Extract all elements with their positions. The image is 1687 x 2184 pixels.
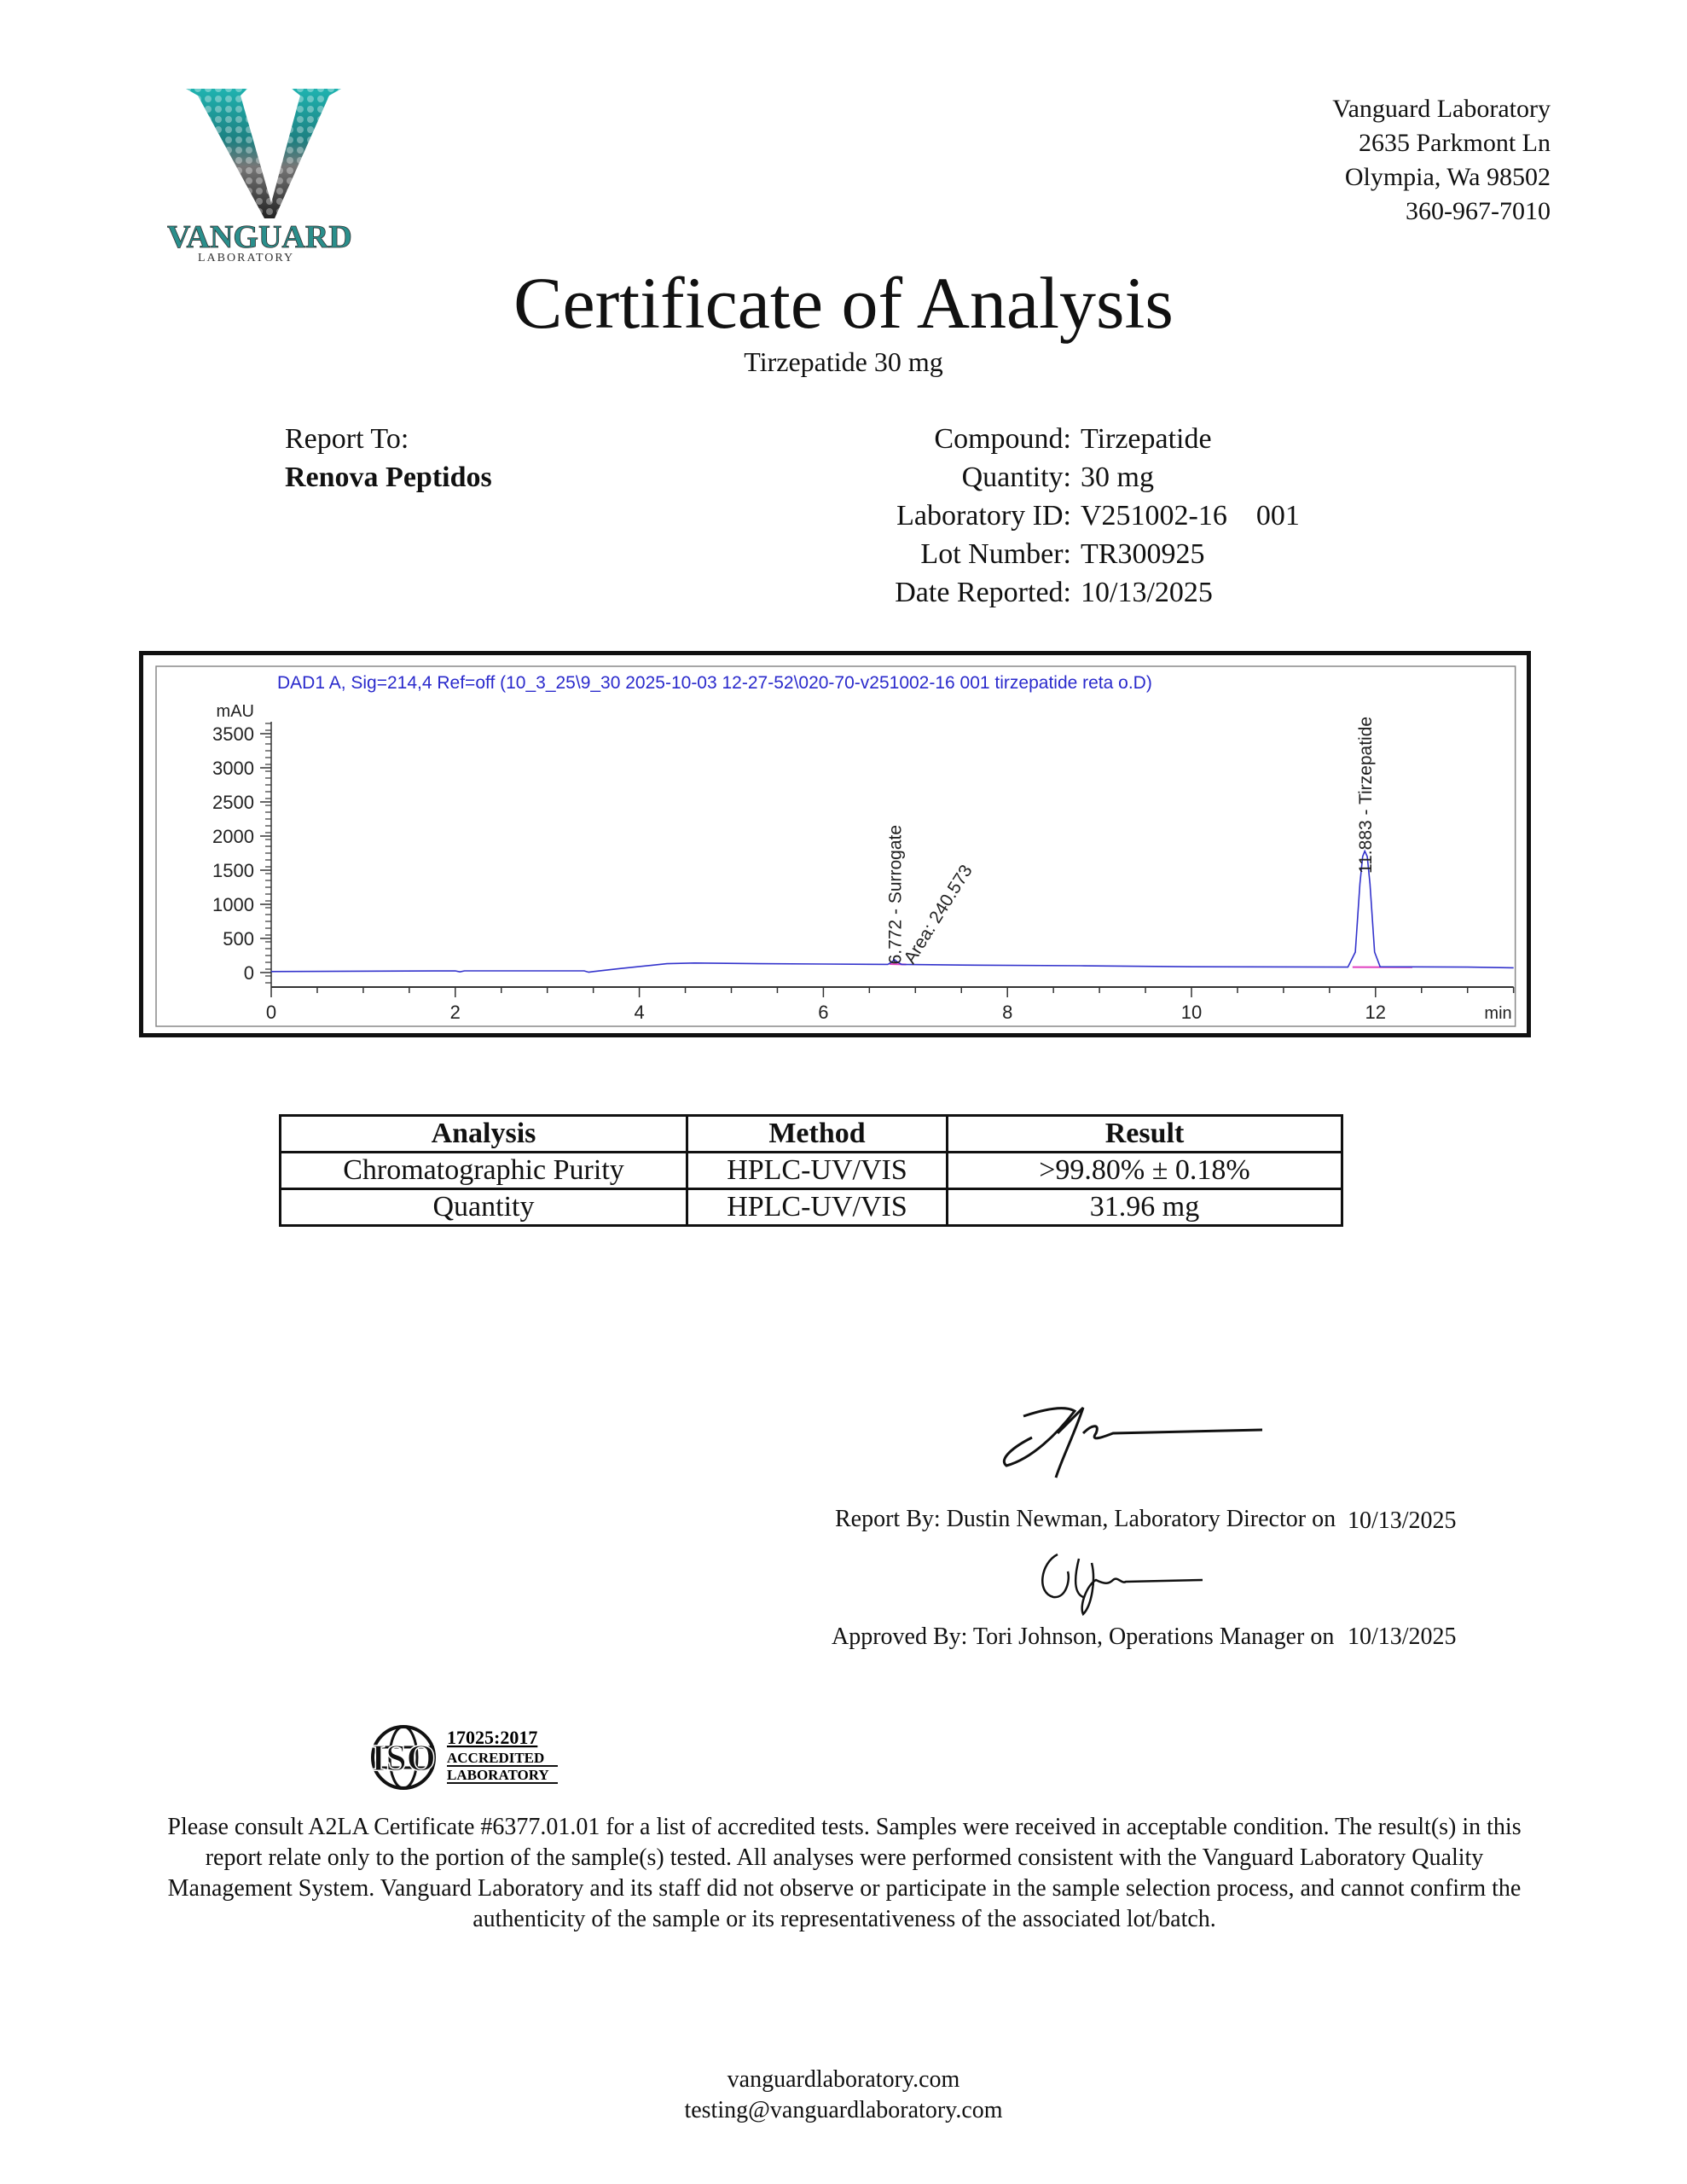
iso-line2: LABORATORY [447, 1767, 549, 1783]
client-name: Renova Peptidos [285, 462, 492, 493]
lab-street: 2635 Parkmont Ln [1359, 129, 1551, 157]
cell-result: >99.80% ± 0.18% [946, 1151, 1343, 1190]
lab-address: Vanguard Laboratory 2635 Parkmont Ln Oly… [1332, 92, 1551, 229]
cell-result: 31.96 mg [946, 1188, 1343, 1227]
report-by-text: Report By: Dustin Newman, Laboratory Dir… [835, 1506, 1336, 1532]
cell-method: HPLC-UV/VIS [686, 1151, 948, 1190]
report-to-label: Report To: [285, 423, 409, 455]
peak-label-surrogate: 6.772 - Surrogate [886, 825, 906, 964]
field-label-compound: Compound: [934, 423, 1071, 455]
field-label-quantity: Quantity: [961, 462, 1071, 493]
y-tick-label: 2000 [212, 826, 254, 847]
lab-phone: 360-967-7010 [1406, 197, 1551, 225]
y-axis-label: mAU [217, 702, 254, 721]
header-analysis: Analysis [279, 1114, 688, 1153]
approved-by-text: Approved By: Tori Johnson, Operations Ma… [832, 1623, 1335, 1650]
field-value-lab-id: V251002-16 001 [1081, 500, 1300, 531]
x-tick-label: 10 [1181, 1002, 1202, 1023]
x-tick-label: 2 [450, 1002, 461, 1023]
field-label-date: Date Reported: [895, 577, 1071, 608]
results-table: Analysis Method Result Chromatographic P… [279, 1114, 1343, 1227]
y-tick-label: 3500 [212, 723, 254, 745]
x-tick-label: 6 [818, 1002, 828, 1023]
vanguard-logo: VANGUARD LABORATORY [167, 89, 352, 263]
field-value-date: 10/13/2025 [1081, 577, 1213, 608]
y-tick-label: 0 [244, 962, 254, 984]
y-tick-label: 1000 [212, 894, 254, 915]
header-method: Method [686, 1114, 948, 1153]
report-by-date: 10/13/2025 [1348, 1507, 1457, 1534]
logo-name: VANGUARD [167, 219, 352, 255]
field-value-compound: Tirzepatide [1081, 423, 1212, 455]
cell-method: HPLC-UV/VIS [686, 1188, 948, 1227]
table-header-row: Analysis Method Result [279, 1114, 1343, 1153]
y-tick-label: 2500 [212, 792, 254, 813]
chromatogram-svg: DAD1 A, Sig=214,4 Ref=off (10_3_25\9_30 … [155, 665, 1516, 1027]
header-result: Result [946, 1114, 1343, 1153]
table-row: Chromatographic Purity HPLC-UV/VIS >99.8… [279, 1151, 1343, 1190]
x-axis-label: min [1484, 1004, 1511, 1023]
field-label-lot: Lot Number: [920, 538, 1071, 570]
x-tick-label: 8 [1002, 1002, 1012, 1023]
signature-tori-johnson [1041, 1553, 1203, 1617]
iso-line1: ACCREDITED [447, 1750, 544, 1766]
x-tick-label: 4 [634, 1002, 644, 1023]
plot-frame [155, 665, 1516, 1027]
lab-name: Vanguard Laboratory [1332, 95, 1551, 123]
cell-analysis: Chromatographic Purity [279, 1151, 688, 1190]
chromatogram: DAD1 A, Sig=214,4 Ref=off (10_3_25\9_30 … [139, 651, 1531, 1037]
y-tick-label: 3000 [212, 758, 254, 779]
iso-mark: ISO [371, 1737, 436, 1779]
lab-city: Olympia, Wa 98502 [1344, 163, 1551, 191]
peak-area-surrogate: Area: 240.573 [900, 862, 976, 967]
chromatogram-trace [270, 849, 1514, 973]
iso-standard: 17025:2017 [447, 1727, 537, 1748]
x-tick-label: 12 [1365, 1002, 1386, 1023]
disclaimer-text: Please consult A2LA Certificate #6377.01… [167, 1814, 1522, 1932]
x-tick-label: 0 [266, 1002, 276, 1023]
y-tick-label: 500 [223, 928, 254, 950]
field-label-lab-id: Laboratory ID: [896, 500, 1071, 531]
table-row: Quantity HPLC-UV/VIS 31.96 mg [279, 1188, 1343, 1227]
page-subtitle: Tirzepatide 30 mg [744, 346, 943, 377]
footer-website[interactable]: vanguardlaboratory.com [727, 2066, 960, 2093]
iso-accreditation-badge: ISO 17025:2017 ACCREDITED LABORATORY [370, 1725, 558, 1790]
footer-email[interactable]: testing@vanguardlaboratory.com [684, 2097, 1003, 2123]
logo-sub: LABORATORY [198, 252, 294, 263]
field-value-quantity: 30 mg [1081, 462, 1154, 493]
peak-label-tirzepatide: 11.883 - Tirzepatide [1356, 717, 1376, 874]
y-tick-label: 1500 [212, 860, 254, 881]
signature-dustin-newman [1003, 1406, 1263, 1478]
cell-analysis: Quantity [279, 1188, 688, 1227]
chart-title: DAD1 A, Sig=214,4 Ref=off (10_3_25\9_30 … [277, 673, 1152, 693]
page-title: Certificate of Analysis [513, 262, 1174, 344]
field-value-lot: TR300925 [1081, 538, 1205, 570]
approved-by-date: 10/13/2025 [1348, 1623, 1457, 1650]
